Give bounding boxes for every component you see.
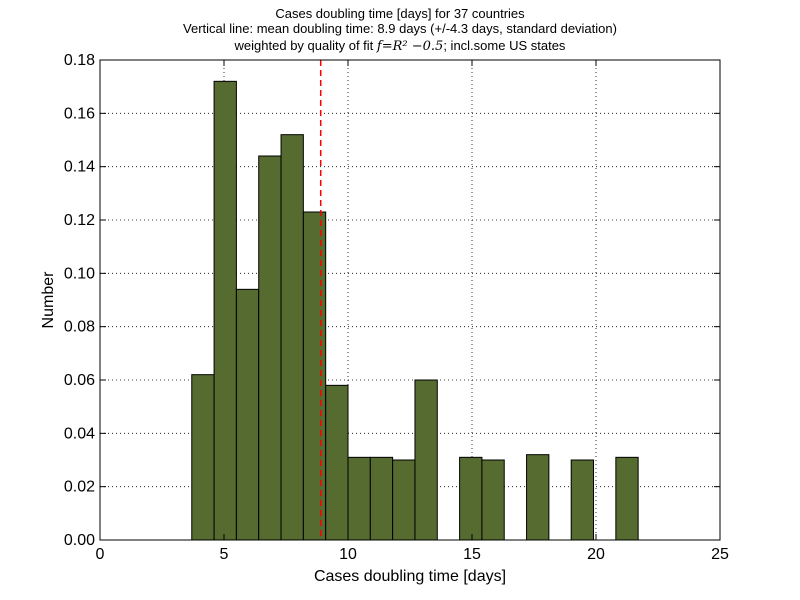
histogram-bar	[325, 384, 349, 541]
histogram-bar	[191, 374, 215, 541]
histogram-bar	[414, 379, 438, 541]
histogram-bar	[302, 211, 327, 541]
histogram-bar	[280, 134, 304, 541]
chart-subtitle: Vertical line: mean doubling time: 8.9 d…	[183, 21, 617, 36]
y-tick-label: 0.10	[64, 265, 95, 282]
y-tick-label: 0.12	[64, 212, 95, 229]
chart-subtitle-2-formula: f=R² −0.5	[376, 39, 444, 54]
y-tick-label: 0.14	[64, 159, 95, 176]
y-tick-label: 0.00	[64, 532, 95, 549]
histogram-bar	[258, 155, 282, 541]
y-tick-label: 0.18	[64, 52, 95, 69]
chart-subtitle-2-suffix: ; incl.some US states	[443, 38, 566, 53]
y-tick-label: 0.06	[64, 372, 95, 389]
y-tick-labels: 0.00 0.02 0.04 0.06 0.08 0.10 0.12 0.14 0.16 0.18	[64, 52, 95, 549]
x-tick-label: 10	[339, 546, 357, 563]
y-axis-label: Number	[40, 271, 57, 329]
chart-subtitle-2-prefix: weighted by quality of fit	[234, 38, 374, 53]
plot-frame	[99, 59, 721, 541]
histogram-bar	[615, 456, 639, 541]
histogram-bar	[526, 454, 550, 541]
histogram-bar	[369, 456, 394, 541]
ticks	[99, 59, 721, 541]
y-tick-label: 0.04	[64, 425, 95, 442]
y-tick-label: 0.08	[64, 319, 95, 336]
histogram-bar	[570, 459, 595, 541]
x-tick-label: 15	[463, 546, 481, 563]
y-tick-label: 0.16	[64, 105, 95, 122]
x-tick-label: 20	[587, 546, 605, 563]
x-axis-label: Cases doubling time [days]	[314, 568, 506, 585]
x-tick-label: 0	[96, 546, 105, 563]
x-tick-label: 5	[220, 546, 229, 563]
histogram-bar	[235, 288, 260, 541]
histogram-bar	[347, 456, 371, 541]
bars	[191, 80, 639, 541]
histogram-bar	[213, 80, 237, 541]
chart-title: Cases doubling time [days] for 37 countr…	[275, 6, 525, 21]
histogram-bar	[392, 459, 416, 541]
y-tick-label: 0.02	[64, 479, 95, 496]
chart-subtitle-2: weighted by quality of fit f=R² −0.5; in…	[0, 38, 800, 54]
x-tick-labels: 0 5 10 15 20 25	[96, 546, 729, 563]
x-tick-label: 25	[711, 546, 729, 563]
histogram-bar	[459, 456, 483, 541]
histogram-bar	[481, 459, 505, 541]
